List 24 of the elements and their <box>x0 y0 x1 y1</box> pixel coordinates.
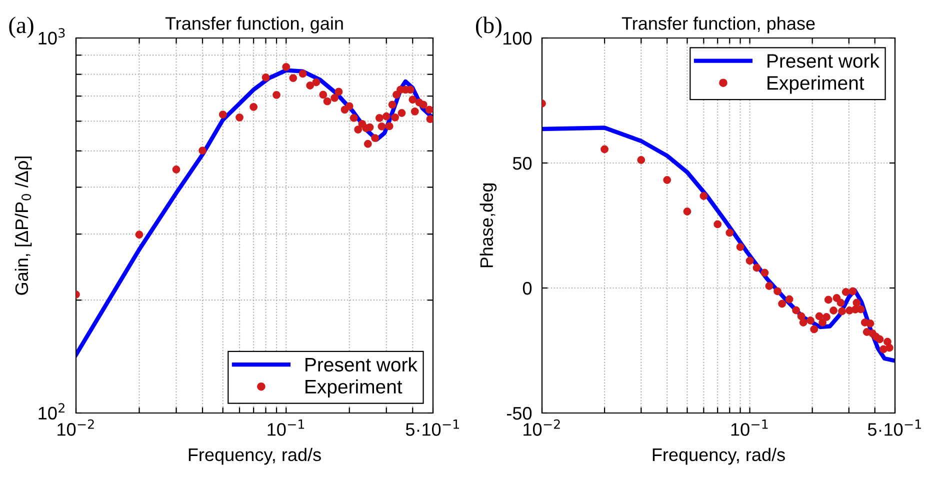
y-axis-title: Phase,deg <box>480 183 497 268</box>
text: (a) <box>9 16 34 38</box>
legend-label: Present work <box>306 357 418 372</box>
y-tick-label: 10$^{2}$ <box>38 403 64 420</box>
y-tick-label: 50 <box>512 156 532 170</box>
text: (b) <box>476 16 502 38</box>
legend-label: Experiment <box>306 379 402 398</box>
x-tick-label: 10$^{−1}$ <box>731 420 768 436</box>
y-tick-label: 10$^{3}$ <box>38 28 65 45</box>
x-axis-title: Frequency, rad/s <box>652 448 785 465</box>
x-tick-label: 10$^{−2}$ <box>58 419 94 436</box>
legend-label: Present work <box>768 54 880 68</box>
chart-title: Transfer function, phase <box>622 16 815 34</box>
x-tick-label: 10$^{−1}$ <box>268 420 304 436</box>
x-axis-title: Frequency, rad/s <box>188 448 321 465</box>
x-tick-label: 5·10$^{−1}$ <box>868 420 921 436</box>
chart-title: Transfer function, gain <box>165 16 343 34</box>
legend-label: Experiment <box>768 76 864 94</box>
y-tick-label: 100 <box>504 32 532 45</box>
x-tick-label: 10$^{−2}$ <box>524 419 560 436</box>
y-tick-label: 0 <box>522 282 532 295</box>
y-tick-label: -50 <box>506 406 532 420</box>
y-axis-title: Gain, [ΔP/P$_{0}$ /Δρ] <box>14 156 32 295</box>
x-tick-label: 5·10$^{−1}$ <box>406 420 459 436</box>
